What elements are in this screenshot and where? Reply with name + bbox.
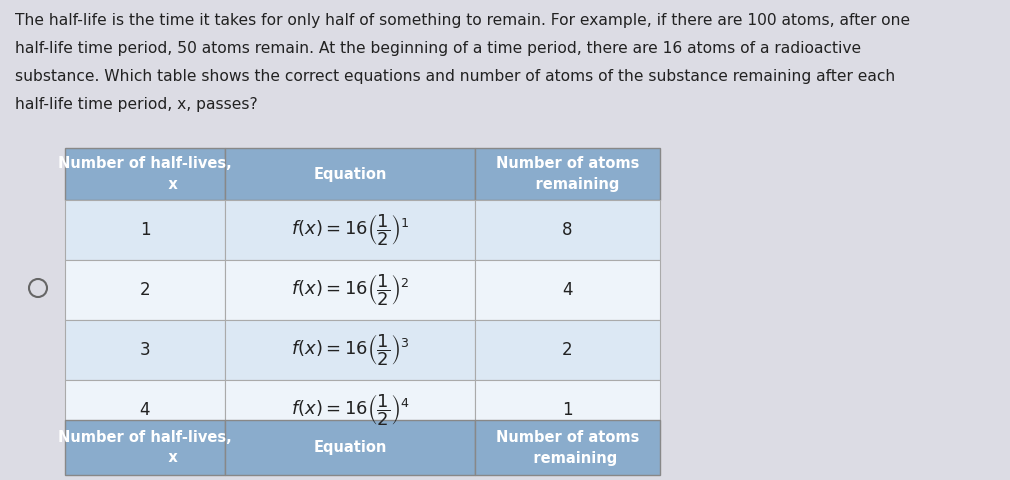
Text: The half-life is the time it takes for only half of something to remain. For exa: The half-life is the time it takes for o… [15,13,910,28]
Text: half-life time period, 50 atoms remain. At the beginning of a time period, there: half-life time period, 50 atoms remain. … [15,41,862,56]
Bar [225,420,475,475]
Text: $f(x)=16\left(\dfrac{1}{2}\right)^{4}$: $f(x)=16\left(\dfrac{1}{2}\right)^{4}$ [291,392,409,428]
Text: 4: 4 [563,281,573,299]
Bar [65,200,225,260]
Text: 8: 8 [563,221,573,239]
Bar [475,200,660,260]
Bar [225,148,475,200]
Text: Number of half-lives,
           x: Number of half-lives, x [59,156,232,192]
Text: 3: 3 [139,341,150,359]
Text: Equation: Equation [313,167,387,181]
Text: 1: 1 [139,221,150,239]
Bar [65,148,225,200]
Bar [65,320,225,380]
Bar [475,320,660,380]
Text: $f(x)=16\left(\dfrac{1}{2}\right)^{2}$: $f(x)=16\left(\dfrac{1}{2}\right)^{2}$ [291,272,409,308]
Text: 4: 4 [139,401,150,419]
Text: $f(x)=16\left(\dfrac{1}{2}\right)^{3}$: $f(x)=16\left(\dfrac{1}{2}\right)^{3}$ [291,332,409,368]
Bar [225,380,475,440]
Bar [65,260,225,320]
Text: Number of atoms
    remaining: Number of atoms remaining [496,156,639,192]
Bar [65,380,225,440]
Text: half-life time period, x, passes?: half-life time period, x, passes? [15,97,258,112]
Text: Number of atoms
   remaining: Number of atoms remaining [496,430,639,466]
Text: Equation: Equation [313,440,387,455]
Bar [475,148,660,200]
Bar [225,260,475,320]
Text: 2: 2 [139,281,150,299]
Text: substance. Which table shows the correct equations and number of atoms of the su: substance. Which table shows the correct… [15,69,895,84]
Bar [475,420,660,475]
Text: Number of half-lives,
           x: Number of half-lives, x [59,430,232,466]
Bar [225,320,475,380]
Bar [475,260,660,320]
Text: 1: 1 [563,401,573,419]
Text: $f(x)=16\left(\dfrac{1}{2}\right)^{1}$: $f(x)=16\left(\dfrac{1}{2}\right)^{1}$ [291,212,409,248]
Circle shape [29,279,47,297]
Text: 2: 2 [563,341,573,359]
Bar [225,200,475,260]
Bar [65,420,225,475]
Bar [475,380,660,440]
